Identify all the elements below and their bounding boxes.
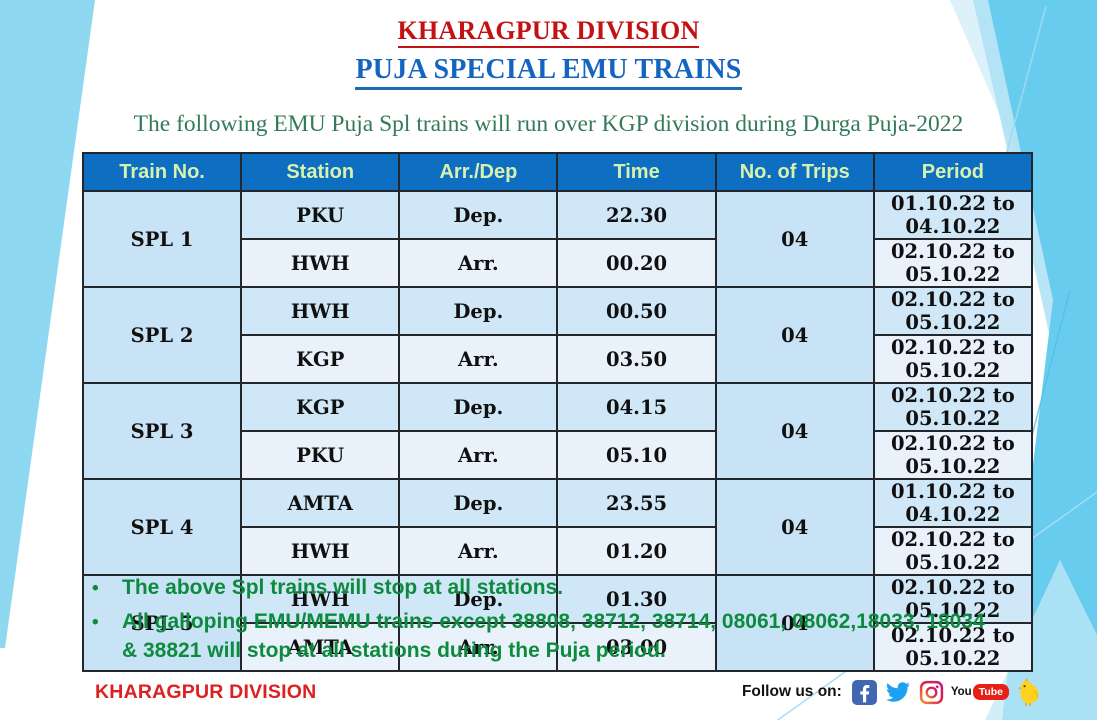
period-cell: 02.10.22 to 05.10.22 xyxy=(872,526,1034,576)
follow-us-label: Follow us on: xyxy=(741,683,842,700)
trips-cell: 04 xyxy=(714,286,875,384)
intro-text: The following EMU Puja Spl trains will r… xyxy=(133,111,964,137)
note-item: • The above Spl trains will stop at all … xyxy=(92,574,1002,603)
train-no-cell: SPL 2 xyxy=(81,286,243,384)
train-no-cell: SPL 5 xyxy=(81,574,243,672)
time-cell: 23.55 xyxy=(556,478,717,528)
station-cell: KGP xyxy=(240,382,401,432)
column-header: Arr./Dep xyxy=(398,152,559,192)
station-cell: HWH xyxy=(240,526,401,576)
column-header: Train No. xyxy=(81,152,243,192)
notes-list: • The above Spl trains will stop at all … xyxy=(92,574,1002,671)
column-header: No. of Trips xyxy=(714,152,875,192)
period-cell: 02.10.22 to 05.10.22 xyxy=(872,622,1034,672)
youtube-icon[interactable]: You Tube xyxy=(951,684,1009,700)
time-cell: 04.15 xyxy=(556,382,717,432)
trips-cell: 04 xyxy=(714,478,875,576)
period-cell: 02.10.22 to 05.10.22 xyxy=(872,430,1034,480)
station-cell: HWH xyxy=(240,238,401,288)
station-cell: HWH xyxy=(240,286,401,336)
column-header: Time xyxy=(556,152,717,192)
arr-dep-cell: Arr. xyxy=(398,238,559,288)
table-row: KGP Arr. 03.50 02.10.22 to 05.10.22 xyxy=(83,334,1034,384)
youtube-tube-badge: Tube xyxy=(972,684,1009,700)
trips-cell: 04 xyxy=(714,574,875,672)
column-header: Period xyxy=(872,152,1034,192)
period-cell: 01.10.22 to 04.10.22 xyxy=(872,478,1034,528)
train-no-cell: SPL 4 xyxy=(81,478,243,576)
station-cell: HWH xyxy=(240,574,401,624)
page-title: KHARAGPUR DIVISION xyxy=(397,16,700,48)
station-cell: AMTA xyxy=(240,478,401,528)
arr-dep-cell: Dep. xyxy=(398,478,559,528)
time-cell: 00.50 xyxy=(556,286,717,336)
time-cell: 03.50 xyxy=(556,334,717,384)
station-cell: KGP xyxy=(240,334,401,384)
table-row: SPL 4 AMTA Dep. 23.55 04 01.10.22 to 04.10.22 xyxy=(81,478,1034,576)
instagram-icon[interactable] xyxy=(919,680,944,705)
arr-dep-cell: Dep. xyxy=(398,382,559,432)
page-subtitle: PUJA SPECIAL EMU TRAINS xyxy=(355,53,742,90)
table-row: SPL 1 PKU Dep. 22.30 04 01.10.22 to 04.10.22 xyxy=(81,190,1034,288)
note-item: • All galloping EMU/MEMU trains except 3… xyxy=(92,608,1002,666)
time-cell: 00.20 xyxy=(556,238,717,288)
table-row: PKU Arr. 05.10 02.10.22 to 05.10.22 xyxy=(83,430,1034,480)
time-cell: 05.10 xyxy=(556,430,717,480)
arr-dep-cell: Arr. xyxy=(398,622,559,672)
time-cell: 01.30 xyxy=(556,574,717,624)
period-cell: 01.10.22 to 04.10.22 xyxy=(872,190,1034,240)
arr-dep-cell: Dep. xyxy=(398,190,559,240)
table-row: HWH Arr. 01.20 02.10.22 to 05.10.22 xyxy=(83,526,1034,576)
table-row: AMTA Arr. 03.00 02.10.22 to 05.10.22 xyxy=(83,622,1034,672)
column-header: Station xyxy=(240,152,401,192)
bullet-icon: • xyxy=(92,612,99,634)
note-text: All galloping EMU/MEMU trains except 388… xyxy=(122,610,985,663)
twitter-icon[interactable] xyxy=(884,680,912,704)
period-cell: 02.10.22 to 05.10.22 xyxy=(872,334,1034,384)
youtube-you-text: You xyxy=(950,686,972,698)
note-text: The above Spl trains will stop at all st… xyxy=(122,576,564,599)
train-no-cell: SPL 3 xyxy=(81,382,243,480)
table-row: SPL 2 HWH Dep. 00.50 04 02.10.22 to 05.10.22 xyxy=(81,286,1034,384)
footer-division-label: KHARAGPUR DIVISION xyxy=(95,681,317,703)
time-cell: 01.20 xyxy=(556,526,717,576)
facebook-icon[interactable] xyxy=(851,679,877,705)
social-follow-bar: Follow us on: xyxy=(742,678,1042,706)
bullet-icon: • xyxy=(92,578,99,599)
table-row: HWH Arr. 00.20 02.10.22 to 05.10.22 xyxy=(83,238,1034,288)
station-cell: PKU xyxy=(240,190,401,240)
arr-dep-cell: Arr. xyxy=(398,334,559,384)
time-cell: 22.30 xyxy=(556,190,717,240)
arr-dep-cell: Arr. xyxy=(398,430,559,480)
train-no-cell: SPL 1 xyxy=(81,190,243,288)
period-cell: 02.10.22 to 05.10.22 xyxy=(872,286,1034,336)
period-cell: 02.10.22 to 05.10.22 xyxy=(872,382,1034,432)
time-cell: 03.00 xyxy=(556,622,717,672)
train-schedule-table: Train No. Station Arr./Dep Time No. of Trips… xyxy=(81,152,1034,672)
koo-bird-icon[interactable] xyxy=(1016,678,1042,706)
station-cell: PKU xyxy=(240,430,401,480)
period-cell: 02.10.22 to 05.10.22 xyxy=(872,574,1034,624)
arr-dep-cell: Dep. xyxy=(398,286,559,336)
arr-dep-cell: Dep. xyxy=(398,574,559,624)
trips-cell: 04 xyxy=(714,190,875,288)
period-cell: 02.10.22 to 05.10.22 xyxy=(872,238,1034,288)
table-row: SPL 3 KGP Dep. 04.15 04 02.10.22 to 05.10.22 xyxy=(81,382,1034,480)
station-cell: AMTA xyxy=(240,622,401,672)
table-row: SPL 5 HWH Dep. 01.30 04 02.10.22 to 05.10.22 xyxy=(81,574,1034,672)
arr-dep-cell: Arr. xyxy=(398,526,559,576)
trips-cell: 04 xyxy=(714,382,875,480)
table-header-row: Train No. Station Arr./Dep Time No. of Trips… xyxy=(81,152,1034,192)
